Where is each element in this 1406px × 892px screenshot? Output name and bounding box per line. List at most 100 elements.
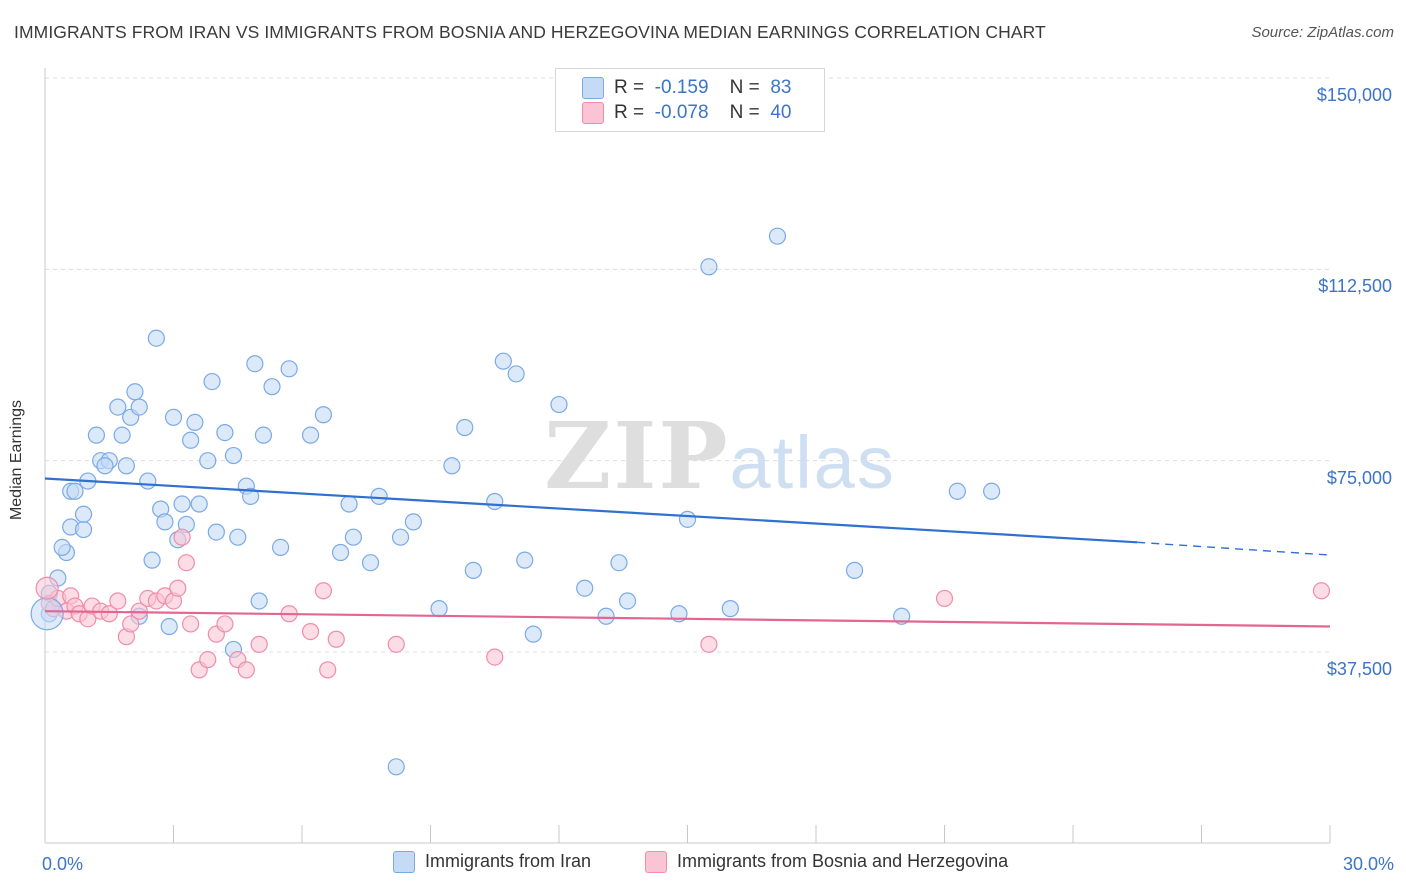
y-axis-label: Median Earnings bbox=[8, 399, 25, 521]
r-label: R = bbox=[614, 102, 645, 124]
point-iran bbox=[130, 398, 148, 416]
legend-item-bosnia[interactable]: Immigrants from Bosnia and Herzegovina bbox=[645, 851, 1009, 874]
grid-lines bbox=[45, 77, 1330, 653]
point-iran bbox=[550, 395, 568, 414]
point-iran bbox=[53, 538, 71, 557]
point-bosnia bbox=[173, 528, 191, 546]
n-value-bosnia: 40 bbox=[770, 102, 792, 124]
point-bosnia bbox=[237, 661, 255, 679]
point-bosnia bbox=[314, 582, 333, 600]
point-iran bbox=[117, 457, 135, 475]
point-iran bbox=[250, 592, 268, 610]
point-bosnia bbox=[216, 615, 234, 633]
legend-swatch-bosnia bbox=[582, 102, 604, 124]
point-iran bbox=[113, 426, 131, 444]
x-tick-label-max: 30.0% bbox=[1342, 854, 1394, 874]
point-bosnia-large bbox=[35, 576, 59, 600]
point-iran bbox=[721, 600, 739, 618]
point-iran bbox=[700, 258, 718, 276]
point-iran bbox=[160, 617, 178, 636]
axes bbox=[44, 68, 1331, 844]
point-iran bbox=[207, 523, 225, 541]
point-iran bbox=[404, 513, 422, 531]
point-iran bbox=[203, 372, 221, 391]
legend-label-bosnia: Immigrants from Bosnia and Herzegovina bbox=[677, 851, 1009, 871]
point-iran bbox=[182, 431, 200, 449]
correlation-legend: R = -0.159 N = 83 R = -0.078 N = 40 bbox=[555, 68, 825, 132]
trend-line-iran bbox=[44, 477, 1138, 544]
point-iran bbox=[486, 492, 504, 511]
point-bosnia bbox=[319, 661, 337, 679]
point-bosnia bbox=[1312, 582, 1331, 600]
point-iran bbox=[74, 505, 93, 523]
point-iran bbox=[74, 520, 93, 539]
point-iran bbox=[254, 426, 273, 444]
point-iran bbox=[678, 510, 697, 528]
point-iran bbox=[87, 426, 106, 444]
y-tick-label: $75,000 bbox=[1326, 467, 1392, 488]
point-iran bbox=[271, 538, 290, 557]
point-iran bbox=[301, 426, 320, 444]
point-iran bbox=[845, 561, 864, 579]
point-iran bbox=[464, 561, 482, 579]
point-iran bbox=[173, 495, 191, 513]
point-iran bbox=[456, 418, 474, 437]
point-bosnia bbox=[100, 605, 118, 623]
point-iran bbox=[246, 355, 264, 373]
point-iran bbox=[199, 452, 217, 470]
point-iran bbox=[66, 482, 84, 500]
legend-item-iran[interactable]: Immigrants from Iran bbox=[393, 851, 592, 874]
point-iran bbox=[190, 495, 208, 513]
point-iran bbox=[156, 513, 174, 531]
point-iran bbox=[391, 528, 410, 546]
n-label: N = bbox=[729, 77, 760, 99]
r-value-bosnia: -0.078 bbox=[654, 102, 709, 124]
point-iran bbox=[314, 406, 333, 424]
point-iran bbox=[443, 457, 461, 475]
point-bosnia bbox=[177, 554, 195, 572]
watermark: ZIPatlas bbox=[544, 402, 896, 510]
point-iran-large bbox=[30, 597, 64, 631]
data-points bbox=[30, 227, 1331, 776]
trend-line-bosnia bbox=[44, 610, 1331, 628]
n-label: N = bbox=[729, 102, 760, 124]
point-bosnia bbox=[486, 648, 504, 666]
source-label: Source: ZipAtlas.com bbox=[1251, 24, 1394, 41]
point-iran bbox=[524, 625, 542, 643]
legend-swatch-iran bbox=[582, 77, 604, 99]
point-bosnia bbox=[109, 592, 127, 610]
point-iran bbox=[768, 227, 787, 245]
point-bosnia bbox=[301, 622, 320, 641]
point-iran bbox=[229, 528, 247, 546]
point-iran bbox=[948, 482, 966, 500]
legend-label-iran: Immigrants from Iran bbox=[425, 851, 592, 871]
y-tick-label: $112,500 bbox=[1318, 276, 1392, 297]
x-tick-label-min: 0.0% bbox=[42, 854, 84, 874]
point-iran bbox=[370, 487, 388, 505]
trend-lines bbox=[44, 477, 1331, 628]
point-iran bbox=[331, 543, 350, 562]
point-iran bbox=[164, 408, 183, 426]
point-iran bbox=[387, 758, 405, 776]
point-iran bbox=[983, 482, 1001, 500]
point-iran bbox=[147, 329, 165, 347]
point-bosnia bbox=[387, 635, 405, 653]
point-iran bbox=[109, 398, 127, 416]
point-iran bbox=[344, 528, 362, 546]
point-iran bbox=[430, 600, 448, 618]
point-iran bbox=[143, 551, 161, 569]
legend-row-bosnia: R = -0.078 N = 40 bbox=[582, 102, 791, 126]
legend-swatch-bosnia bbox=[645, 851, 667, 874]
point-iran bbox=[216, 424, 234, 442]
y-tick-label: $150,000 bbox=[1316, 85, 1392, 105]
point-iran bbox=[186, 413, 204, 431]
point-iran bbox=[361, 554, 380, 572]
point-iran bbox=[126, 383, 144, 401]
legend-row-iran: R = -0.159 N = 83 bbox=[582, 77, 791, 101]
r-label: R = bbox=[614, 77, 645, 99]
n-value-iran: 83 bbox=[770, 77, 792, 99]
point-iran bbox=[139, 472, 157, 490]
point-iran bbox=[263, 378, 281, 396]
point-bosnia bbox=[935, 589, 954, 608]
